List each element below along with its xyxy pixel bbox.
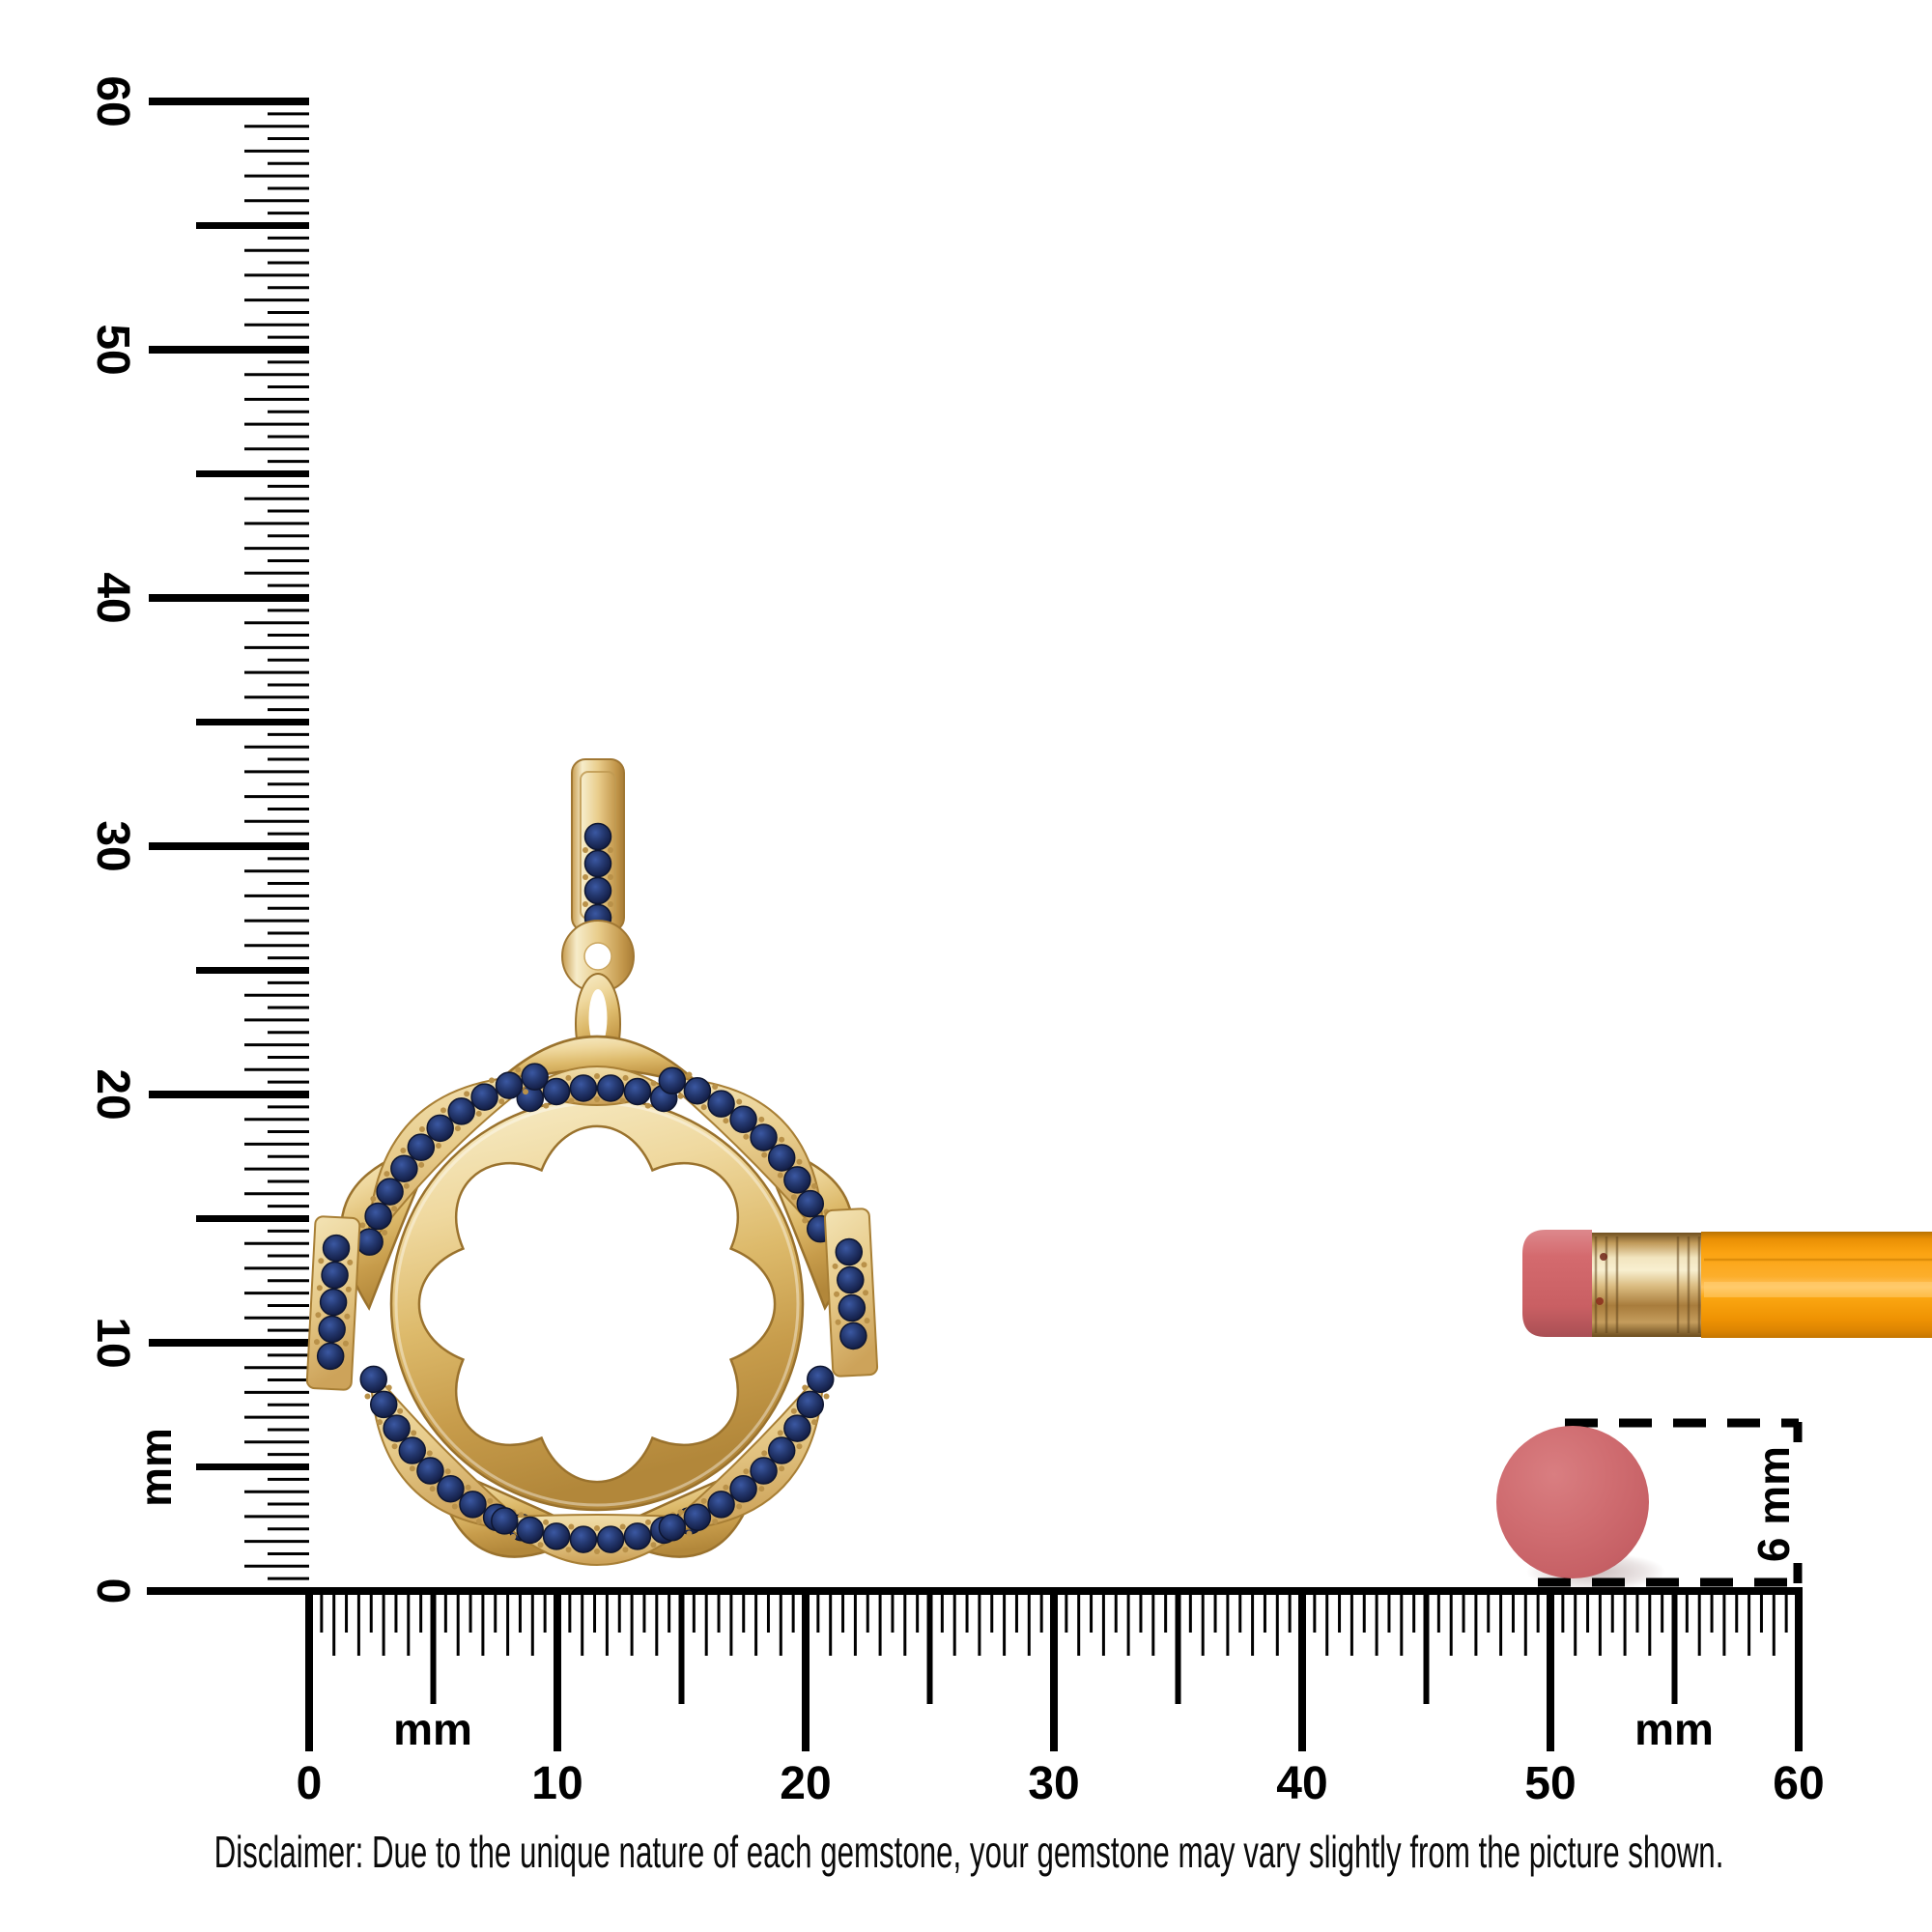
horizontal-ruler	[147, 1587, 1803, 1751]
vertical-ruler-number: 30	[87, 820, 138, 871]
six-mm-label: 6 mm	[1748, 1446, 1799, 1562]
six-mm-circle	[1496, 1426, 1649, 1578]
horizontal-ruler-number: 60	[1773, 1758, 1824, 1809]
disclaimer-text: Disclaimer: Due to the unique nature of …	[214, 1828, 1724, 1877]
vertical-ruler-number: 10	[87, 1317, 138, 1368]
ferrule-rivet	[1596, 1297, 1604, 1305]
vertical-ruler-labels: 0 10 20 30 40 50 60	[87, 75, 138, 1604]
ferrule-crimps	[1594, 1236, 1701, 1333]
vertical-ruler-number: 40	[87, 572, 138, 623]
horizontal-ruler-number: 20	[780, 1758, 831, 1809]
ferrule-rivet	[1600, 1253, 1607, 1261]
vertical-ruler-number: 20	[87, 1068, 138, 1120]
vertical-ruler-unit: mm	[130, 1428, 181, 1507]
horizontal-ruler-number: 0	[297, 1758, 323, 1809]
horizontal-ruler-number: 50	[1524, 1758, 1576, 1809]
horizontal-ruler-unit-right: mm	[1634, 1704, 1714, 1754]
vertical-ruler	[149, 98, 309, 1595]
pencil-eraser	[1522, 1230, 1592, 1337]
vertical-ruler-number: 50	[87, 324, 138, 375]
horizontal-ruler-number: 30	[1028, 1758, 1079, 1809]
vertical-ruler-number: 0	[87, 1578, 138, 1605]
horizontal-ruler-number: 40	[1276, 1758, 1327, 1809]
pencil-highlight	[1704, 1282, 1932, 1297]
horizontal-ruler-labels: 0 10 20 30 40 50 60	[297, 1758, 1825, 1809]
horizontal-ruler-number: 10	[531, 1758, 582, 1809]
size-reference-marker: 6 mm	[1496, 1418, 1803, 1591]
pencil-image	[1522, 1230, 1932, 1338]
pencil-ferrule	[1578, 1233, 1704, 1337]
pendant-image	[305, 758, 879, 1566]
vertical-ruler-number: 60	[87, 75, 138, 127]
horizontal-ruler-unit-left: mm	[393, 1704, 472, 1754]
